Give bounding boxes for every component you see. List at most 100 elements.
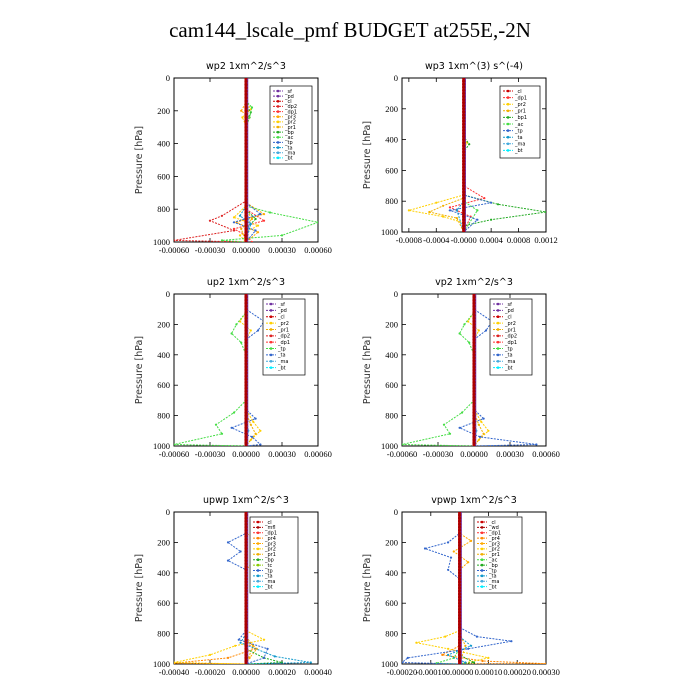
legend-label: _tp	[504, 346, 513, 352]
data-point	[248, 116, 251, 119]
data-point	[249, 222, 252, 226]
data-point	[239, 550, 242, 553]
legend-label: _sf	[284, 89, 292, 95]
legend-marker	[480, 574, 484, 578]
y-axis-label: Pressure [hPa]	[362, 554, 373, 622]
zero-line-marker	[244, 174, 248, 178]
zero-line-marker	[244, 549, 248, 554]
data-point	[458, 332, 461, 335]
data-point	[214, 423, 218, 426]
zero-line-marker	[472, 420, 476, 424]
panel-5: upwp 1xm^2/s^3 Pressure [hPa] 0 200 400 600 80…	[134, 495, 332, 677]
legend-marker	[276, 110, 280, 113]
zero-line-marker	[244, 171, 248, 175]
legend-label: _cl	[277, 315, 285, 321]
legend-marker	[480, 579, 484, 583]
series-line-pr4	[174, 512, 257, 664]
zero-line-marker	[462, 190, 466, 194]
zero-line-marker	[244, 210, 248, 215]
y-axis-label: Pressure [hPa]	[134, 554, 145, 622]
legend-label: _cl	[264, 520, 272, 526]
panel-title: wp3 1xm^(3) s^(-4)	[425, 61, 523, 72]
zero-line-marker	[458, 656, 462, 660]
legend: _sf_pd_cl_pr2_pr1_dp2_dp1_tp_ta_ma_bt	[262, 298, 306, 376]
legend-marker	[506, 96, 510, 99]
zero-line-marker	[458, 644, 462, 648]
zero-line-marker	[458, 534, 462, 538]
data-point	[442, 423, 446, 426]
zero-line-marker	[244, 307, 248, 311]
zero-line-marker	[458, 595, 462, 599]
zero-line-marker	[458, 638, 462, 642]
x-tick-label: 0.00000	[232, 667, 260, 677]
legend-label: _bp1	[514, 115, 527, 121]
zero-line-marker	[244, 112, 248, 116]
y-tick-label: 0	[394, 73, 398, 83]
zero-line-marker	[244, 531, 248, 535]
legend-marker	[480, 563, 484, 567]
data-point	[464, 661, 467, 664]
series-line-tp	[227, 512, 269, 664]
legend-marker	[480, 569, 484, 572]
data-point	[230, 426, 233, 429]
zero-line-marker	[244, 389, 248, 393]
zero-line-marker	[244, 122, 248, 126]
zero-line-marker	[472, 301, 476, 305]
data-point	[447, 568, 450, 571]
data-point	[490, 218, 493, 221]
legend-marker	[276, 156, 280, 160]
zero-line-marker	[244, 625, 248, 630]
data-point	[468, 143, 471, 146]
zero-line-marker	[244, 86, 248, 90]
zero-line-marker	[244, 616, 248, 621]
legend-label: _ta	[504, 353, 513, 359]
zero-line-marker	[244, 301, 248, 305]
zero-line-marker	[458, 537, 462, 542]
zero-line-marker	[458, 662, 462, 664]
zero-line-marker	[244, 298, 248, 302]
x-tick-label: 0.00010	[475, 667, 503, 677]
legend-marker	[276, 130, 280, 134]
legend-marker	[276, 151, 280, 155]
zero-line-marker	[462, 187, 466, 191]
panel-2: wp3 1xm^(3) s^(-4) Pressure [hPa] 0 200 400 6…	[362, 61, 558, 245]
zero-line-marker	[472, 304, 476, 308]
zero-line-marker	[244, 356, 248, 360]
zero-line-marker	[244, 92, 248, 96]
data-point	[238, 214, 242, 217]
data-point	[256, 329, 260, 332]
series-group	[402, 294, 538, 446]
zero-line-marker	[472, 368, 476, 372]
zero-line-marker	[244, 407, 248, 412]
data-point	[477, 423, 480, 426]
zero-line-marker	[462, 181, 466, 185]
y-tick-label: 600	[385, 380, 398, 390]
y-tick-label: 200	[157, 537, 170, 547]
data-point	[428, 210, 431, 214]
zero-line-marker	[462, 101, 466, 105]
data-point	[455, 209, 458, 212]
zero-line-marker	[244, 586, 248, 590]
zero-line-marker	[458, 512, 462, 514]
zero-line-marker	[472, 316, 476, 320]
data-point	[254, 217, 257, 221]
zero-line-marker	[462, 79, 466, 83]
zero-line-marker	[472, 392, 476, 396]
zero-line-marker	[244, 181, 248, 185]
legend-label: _tp	[277, 346, 286, 352]
legend-marker	[496, 302, 500, 306]
legend-label: _pr2	[277, 321, 289, 327]
legend-label: _bp	[264, 557, 274, 563]
zero-line-marker	[462, 153, 466, 157]
legend-label: _bt	[488, 584, 497, 590]
zero-line-marker	[458, 565, 462, 569]
data-point	[273, 655, 276, 658]
zero-line-marker	[458, 625, 462, 630]
x-tick-label: 0.00030	[268, 245, 296, 255]
legend-label: _pr3	[284, 115, 296, 121]
data-point	[544, 662, 546, 664]
zero-line-marker	[458, 598, 462, 602]
zero-line-marker	[462, 227, 466, 231]
x-tick-label: 0.00000	[232, 245, 260, 255]
